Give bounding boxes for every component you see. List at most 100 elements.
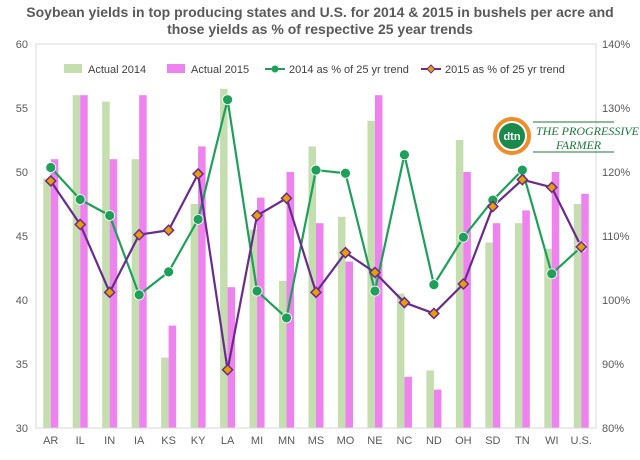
x-tick-label: TN xyxy=(515,435,530,447)
marker-2014-pct-in xyxy=(104,210,116,221)
y-tick-label: 35 xyxy=(16,359,28,371)
y-tick-label: 40 xyxy=(16,295,28,307)
x-tick-label: MI xyxy=(251,435,263,447)
dtn-progressive-farmer-logo: dtn THE PROGRESSIVE FARMER xyxy=(493,117,640,155)
bar-actual-2015-ky xyxy=(198,146,206,428)
marker-2014-pct-ky xyxy=(192,213,204,225)
marker-2014-pct-ne xyxy=(369,285,381,297)
bar-actual-2015-il xyxy=(80,95,88,428)
bar-actual-2014-us xyxy=(573,204,582,428)
marker-2015-pct-la xyxy=(221,363,234,376)
legend-label: Actual 2014 xyxy=(88,64,146,76)
x-tick-label: LA xyxy=(221,435,235,447)
y2-tick-label: 100% xyxy=(602,295,630,307)
bar-actual-2014-ar xyxy=(43,178,51,428)
bar-actual-2015-ia xyxy=(139,95,147,428)
x-tick-label: ND xyxy=(426,435,442,447)
bar-actual-2015-us xyxy=(581,193,589,428)
line-layer xyxy=(44,94,588,376)
y2-tick-label: 120% xyxy=(602,167,630,179)
x-tick-label: IA xyxy=(134,435,145,447)
x-tick-label: MN xyxy=(278,435,295,447)
marker-2015-pct-us xyxy=(575,240,588,253)
marker-2014-pct-ms xyxy=(310,164,322,176)
marker-2014-pct-nc xyxy=(399,149,410,161)
marker-2015-pct-ar xyxy=(44,174,57,188)
bar-actual-2014-mn xyxy=(279,280,287,428)
bar-actual-2015-ms xyxy=(316,223,324,428)
y-tick-label: 60 xyxy=(16,39,28,51)
y2-tick-label: 80% xyxy=(602,423,624,435)
y2-tick-label: 90% xyxy=(602,359,624,371)
x-tick-label: KY xyxy=(191,435,206,447)
marker-2015-pct-mi xyxy=(250,209,264,222)
legend-swatch xyxy=(64,64,82,73)
marker-2014-pct-nd xyxy=(428,279,440,291)
marker-2015-pct-nc xyxy=(398,296,411,309)
legend-swatch xyxy=(167,64,185,73)
x-tick-label: MS xyxy=(308,435,325,447)
bar-actual-2014-nd xyxy=(426,370,434,428)
bar-actual-2014-wi xyxy=(544,248,552,428)
bar-actual-2015-oh xyxy=(463,172,471,428)
marker-2014-pct-mi xyxy=(251,285,263,297)
bar-actual-2014-la xyxy=(220,88,228,429)
marker-2015-pct-in xyxy=(103,286,116,299)
bar-actual-2014-il xyxy=(72,95,81,428)
marker-2015-pct-il xyxy=(74,218,87,231)
legend-label: Actual 2015 xyxy=(191,64,249,76)
bar-actual-2014-mi xyxy=(249,229,258,428)
chart-title: Soybean yields in top producing states a… xyxy=(26,4,614,37)
y-tick-label: 55 xyxy=(16,103,28,115)
logo-name-line1: THE PROGRESSIVE xyxy=(536,124,640,138)
x-tick-label: KS xyxy=(161,435,176,447)
marker-2014-pct-wi xyxy=(546,268,558,280)
marker-2015-pct-mn xyxy=(280,192,293,205)
marker-2014-pct-mo xyxy=(340,167,351,179)
marker-2015-pct-ne xyxy=(368,266,382,279)
bar-actual-2015-mo xyxy=(345,261,353,428)
x-tick-label: U.S. xyxy=(571,435,592,447)
marker-2014-pct-ks xyxy=(163,266,175,278)
bar-actual-2014-ky xyxy=(190,204,199,428)
bar-actual-2015-sd xyxy=(492,223,501,428)
y-tick-label: 50 xyxy=(16,167,28,179)
bar-actual-2014-ks xyxy=(161,357,169,428)
bar-actual-2015-ne xyxy=(374,95,383,428)
marker-2014-pct-ar xyxy=(45,162,57,173)
y2-tick-label: 130% xyxy=(602,103,630,115)
logo-badge-text: dtn xyxy=(503,131,520,143)
marker-2015-pct-ms xyxy=(309,286,323,299)
bar-actual-2014-tn xyxy=(514,223,523,428)
bar-actual-2015-nc xyxy=(404,376,412,428)
legend: Actual 2014 Actual 2015 2014 as % of 25 yr… xyxy=(64,64,565,76)
y-tick-label: 30 xyxy=(16,423,28,435)
marker-2015-pct-ia xyxy=(133,228,146,241)
y-tick-label: 45 xyxy=(16,231,28,243)
bar-actual-2014-ms xyxy=(308,146,316,428)
bar-actual-2015-la xyxy=(227,287,236,428)
bar-actual-2015-wi xyxy=(551,172,560,428)
marker-2015-pct-ks xyxy=(162,224,175,237)
x-tick-label: NC xyxy=(396,435,412,447)
x-tick-label: SD xyxy=(485,435,500,447)
bar-actual-2014-nc xyxy=(396,293,405,428)
marker-2015-pct-oh xyxy=(457,277,470,291)
marker-2014-pct-il xyxy=(74,194,86,205)
bar-actual-2015-tn xyxy=(522,210,530,428)
x-tick-label: OH xyxy=(455,435,472,447)
logo-ring xyxy=(493,117,531,155)
logo-badge xyxy=(499,123,525,149)
marker-2014-pct-la xyxy=(222,94,233,106)
logo-name-line2: FARMER xyxy=(555,138,602,152)
marker-2015-pct-tn xyxy=(516,173,529,186)
axes-layer: 30 35 40 45 50 55 60 80% 90% 100% 110% 120% 130% 140%… xyxy=(16,39,631,447)
marker-2015-pct-ky xyxy=(192,167,205,180)
y2-tick-label: 140% xyxy=(602,39,630,51)
bar-actual-2015-ks xyxy=(168,325,177,428)
x-tick-label: AR xyxy=(43,435,58,447)
x-tick-label: IL xyxy=(76,435,85,447)
plot-area-border xyxy=(35,43,597,429)
